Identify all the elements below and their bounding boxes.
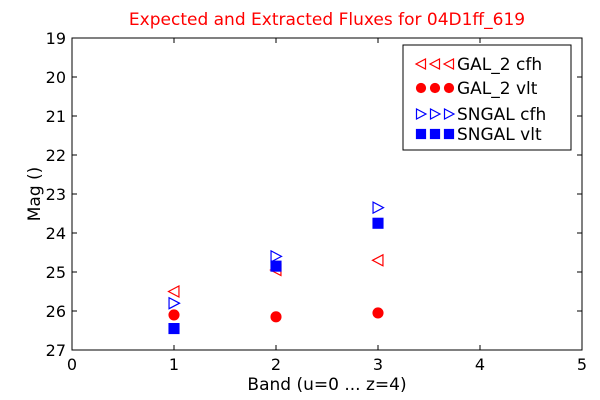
legend-marker <box>443 108 456 120</box>
data-point <box>168 296 181 310</box>
legend-label: SNGAL cfh <box>457 105 546 125</box>
legend-marker <box>443 128 455 140</box>
data-point <box>371 253 384 267</box>
y-tick-labels: 19 20 21 22 23 24 25 26 27 <box>46 29 66 360</box>
data-point <box>372 307 384 319</box>
legend-marker <box>443 82 455 94</box>
data-point <box>167 285 180 298</box>
x-tick-label: 2 <box>271 355 281 374</box>
data-points <box>167 201 385 335</box>
legend-label: GAL_2 vlt <box>457 79 538 99</box>
x-tick-label: 5 <box>577 355 587 374</box>
y-tick-label: 27 <box>46 341 66 360</box>
data-point <box>270 311 282 323</box>
data-point <box>372 217 384 229</box>
y-tick-label: 22 <box>46 146 66 165</box>
legend-marker <box>429 128 441 140</box>
legend-marker <box>415 108 428 120</box>
legend-marker <box>442 58 455 70</box>
x-axis-label: Band (u=0 ... z=4) <box>247 375 406 395</box>
x-tick-labels: 0 1 2 3 4 5 <box>67 355 587 374</box>
x-tick-label: 1 <box>169 355 179 374</box>
data-point <box>270 249 283 263</box>
legend-label: SNGAL vlt <box>457 125 542 145</box>
data-point <box>168 309 180 321</box>
legend-marker <box>428 58 441 70</box>
legend-marker <box>415 128 427 140</box>
y-tick-label: 23 <box>46 185 66 204</box>
legend-marker <box>429 82 441 94</box>
data-point <box>168 323 180 335</box>
x-tick-label: 4 <box>475 355 485 374</box>
y-tick-label: 19 <box>46 29 66 48</box>
legend-marker <box>429 108 442 120</box>
legend-marker <box>414 58 427 70</box>
y-tick-label: 26 <box>46 302 66 321</box>
legend-marker <box>415 82 427 94</box>
y-tick-label: 25 <box>46 263 66 282</box>
y-tick-label: 21 <box>46 107 66 126</box>
legend-label: GAL_2 cfh <box>457 55 542 75</box>
y-tick-label: 24 <box>46 224 66 243</box>
chart-title: Expected and Extracted Fluxes for 04D1ff… <box>129 10 525 30</box>
y-tick-label: 20 <box>46 68 66 87</box>
axis-ticks <box>71 37 583 351</box>
x-tick-label: 3 <box>373 355 383 374</box>
data-point <box>270 260 282 272</box>
x-tick-label: 0 <box>67 355 77 374</box>
y-axis-label: Mag () <box>25 167 45 222</box>
data-point <box>372 201 385 215</box>
